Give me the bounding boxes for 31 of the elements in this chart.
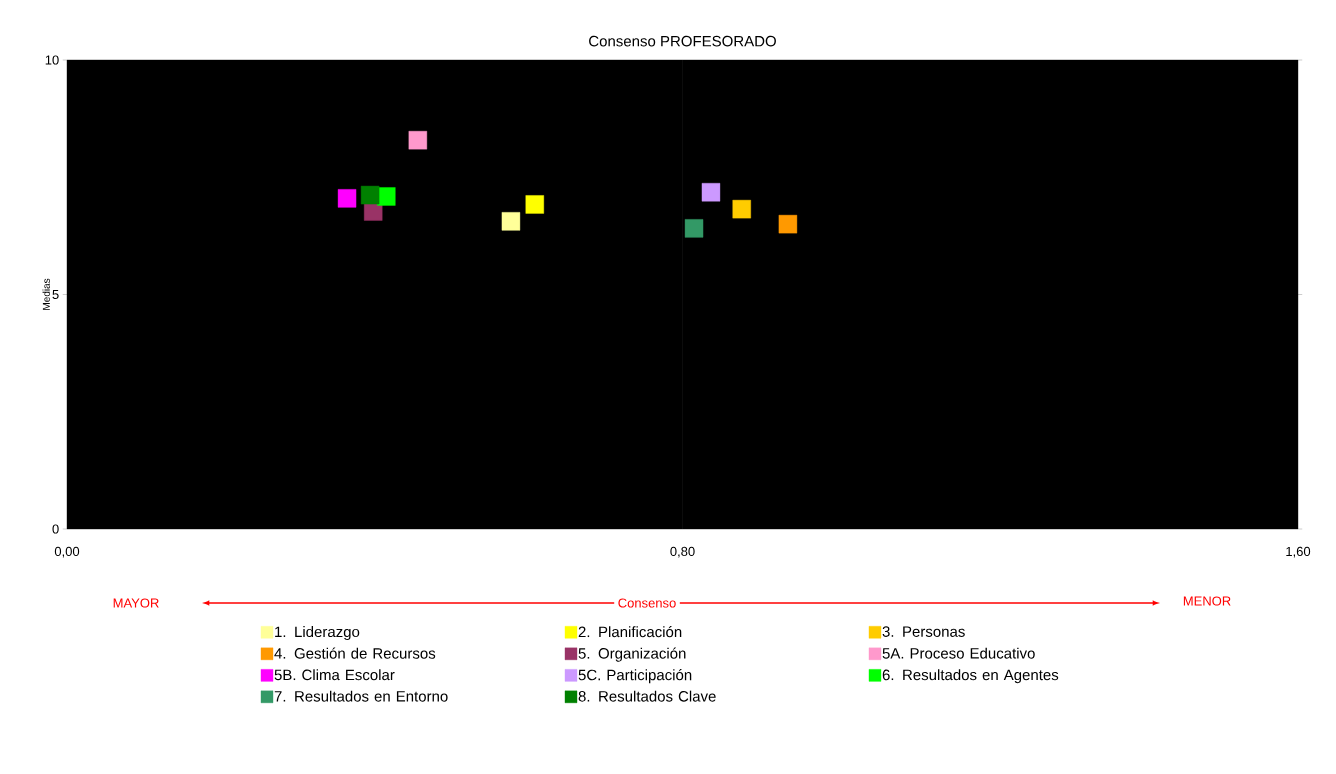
legend-label: 1. Liderazgo — [275, 626, 360, 641]
x-tick-label: 0,80 — [670, 546, 695, 558]
legend-label: 4. Gestión de Recursos — [274, 647, 436, 659]
y-tick-label: 5 — [52, 289, 59, 300]
x-tick-label: 0,00 — [54, 546, 80, 558]
legend-label: 7. Resultados en Entorno — [274, 690, 448, 702]
y-axis-title: Medias — [42, 278, 50, 310]
legend-label: 8. Resultados Clave — [578, 690, 716, 702]
legend-label: 5B. Clima Escolar — [274, 669, 395, 681]
chart-title: Consenso PROFESORADO — [589, 35, 776, 47]
legend-label: 2. Planificación — [578, 626, 682, 638]
legend-label: 5C. Participación — [578, 669, 692, 684]
point — [360, 185, 380, 205]
point — [778, 214, 798, 234]
point — [701, 183, 721, 202]
point — [408, 131, 428, 150]
x-tick-label: 1,60 — [1286, 546, 1311, 558]
legend-label: 5. Organización — [578, 647, 686, 662]
legend-label: 6. Resultados en Agentes — [882, 669, 1059, 684]
point — [525, 195, 544, 214]
legend-label: 5A. Proceso Educativo — [882, 647, 1035, 659]
legend-label: 3. Personas — [882, 626, 965, 637]
point — [684, 219, 704, 238]
point — [337, 189, 357, 208]
point — [732, 199, 751, 219]
text: MENOR — [1183, 596, 1231, 606]
y-tick-label: 10 — [45, 55, 59, 65]
point — [501, 212, 521, 231]
x-axis-title: Consenso — [618, 598, 676, 608]
text: MAYOR — [113, 598, 159, 608]
y-tick-label: 0 — [52, 524, 59, 534]
